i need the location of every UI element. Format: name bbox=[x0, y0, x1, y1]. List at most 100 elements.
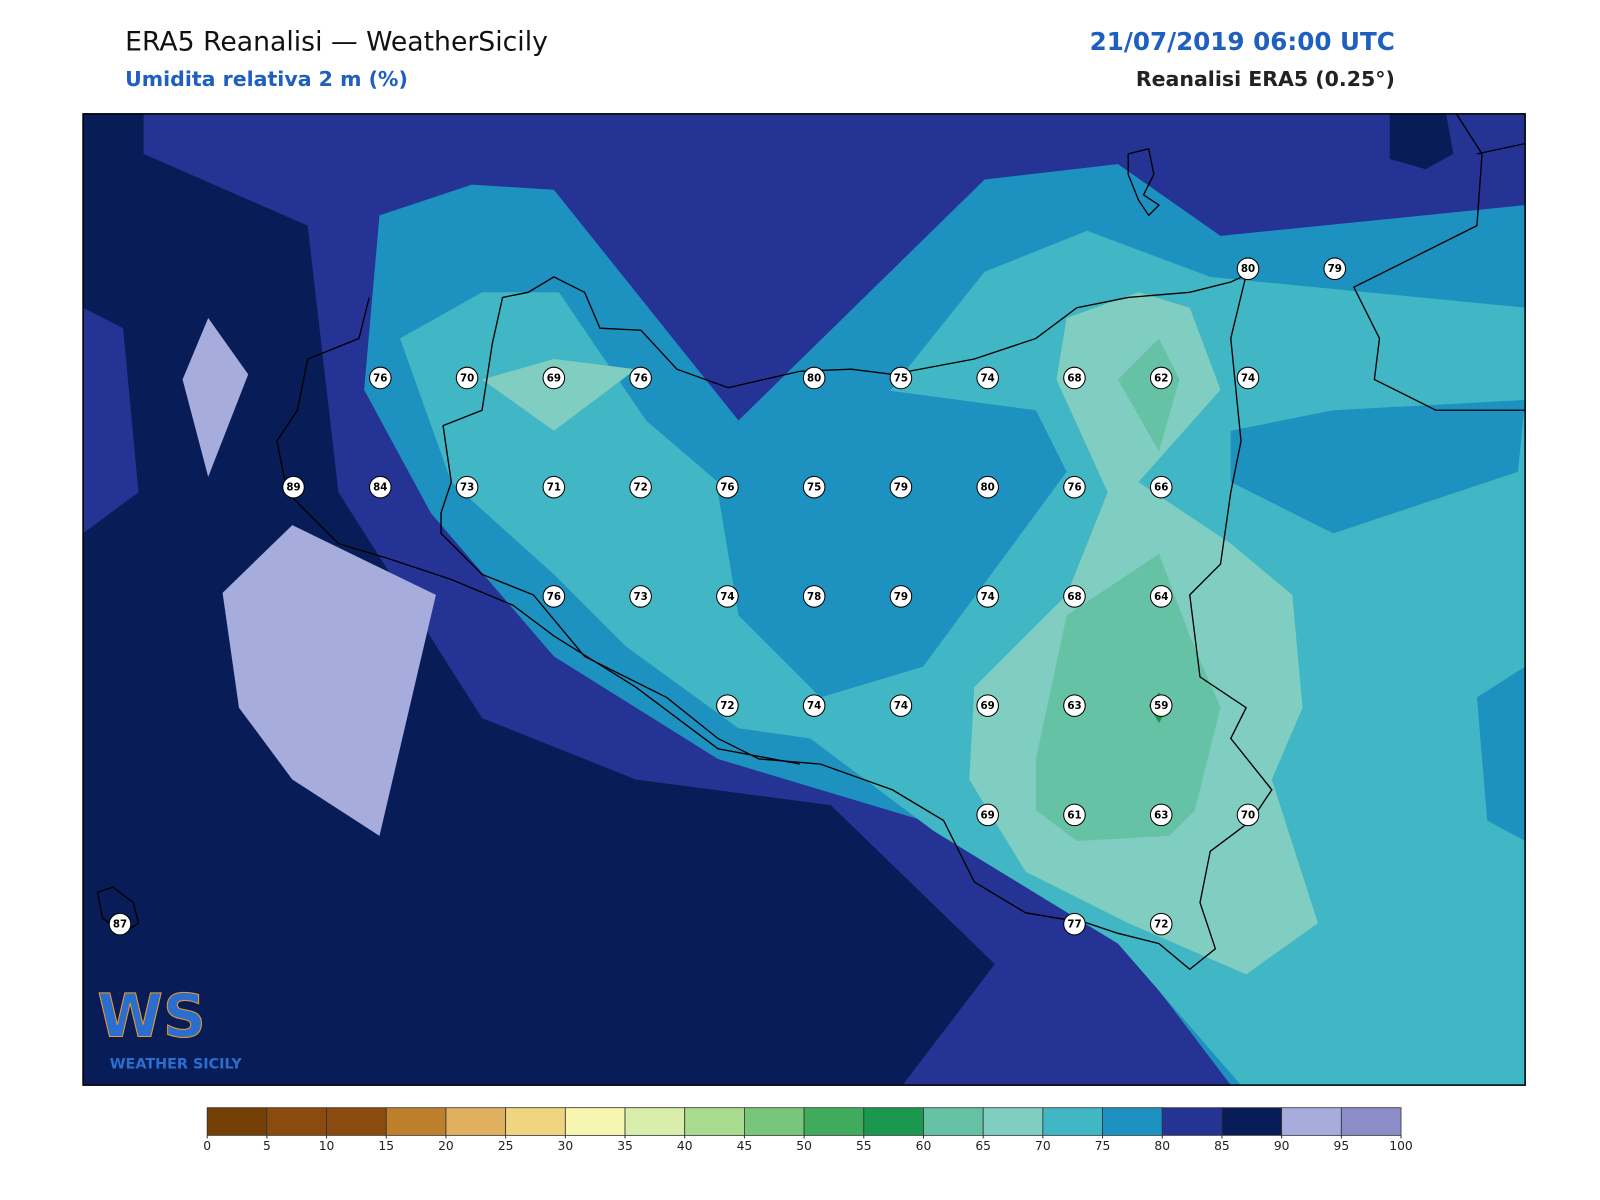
station-marker bbox=[889, 475, 913, 499]
contour-fill bbox=[482, 358, 636, 431]
colorbar-tick-label: 75 bbox=[1095, 1139, 1111, 1153]
station-marker bbox=[1149, 694, 1173, 717]
station-marker bbox=[1063, 585, 1086, 608]
colorbar-bin bbox=[1340, 1107, 1402, 1136]
contour-fill bbox=[182, 317, 249, 477]
station-marker bbox=[802, 585, 826, 608]
logo-name: WEATHER SICILY bbox=[110, 1057, 243, 1073]
stations: 80 79 76 70 69 76 80 75 74 68 62 74 89 84 73 71 72 76 75 79… bbox=[108, 257, 1347, 936]
colorbar-tick-label: 50 bbox=[796, 1139, 812, 1153]
colorbar-bin bbox=[1161, 1107, 1223, 1136]
station-marker bbox=[369, 475, 392, 499]
colorbar-tick-label: 80 bbox=[1154, 1139, 1170, 1153]
station-value: 71 bbox=[547, 482, 561, 494]
colorbar-tick-label: 10 bbox=[319, 1139, 335, 1153]
coastlines bbox=[96, 113, 1526, 971]
station-marker bbox=[976, 475, 999, 499]
station-marker bbox=[282, 475, 305, 499]
station-marker bbox=[889, 366, 913, 390]
station-marker bbox=[716, 585, 739, 608]
title: ERA5 Reanalisi — WeatherSicily bbox=[125, 27, 548, 58]
station-marker bbox=[1063, 694, 1086, 717]
colorbar-bin bbox=[445, 1107, 507, 1136]
station-value: 69 bbox=[981, 700, 995, 712]
station-value: 77 bbox=[1067, 919, 1081, 931]
station-marker bbox=[542, 585, 566, 608]
source: Reanalisi ERA5 (0.25°) bbox=[1136, 67, 1395, 91]
station-value: 61 bbox=[1067, 809, 1081, 821]
colorbar-tick-label: 100 bbox=[1389, 1139, 1412, 1153]
station-value: 76 bbox=[547, 591, 561, 603]
station-value: 69 bbox=[547, 372, 561, 384]
colorbar-tick-label: 20 bbox=[438, 1139, 454, 1153]
colorbar-bin bbox=[1102, 1107, 1163, 1136]
station-marker bbox=[802, 694, 826, 717]
station-marker bbox=[889, 585, 913, 608]
station-marker bbox=[976, 366, 999, 390]
subtitle: Umidita relativa 2 m (%) bbox=[125, 67, 408, 91]
station-marker bbox=[542, 475, 566, 499]
colorbar-bin bbox=[982, 1107, 1044, 1136]
station-value: 68 bbox=[1067, 372, 1081, 384]
colorbar-bin bbox=[1281, 1107, 1342, 1136]
station-value: 74 bbox=[981, 372, 995, 384]
station-marker bbox=[1236, 257, 1260, 280]
coastline bbox=[440, 273, 1273, 971]
station-value: 68 bbox=[1067, 591, 1081, 603]
colorbar-tick-label: 60 bbox=[916, 1139, 932, 1153]
station-marker bbox=[542, 366, 566, 390]
station-value: 73 bbox=[460, 482, 474, 494]
contour-fill bbox=[1389, 113, 1454, 170]
colorbar-bin bbox=[564, 1107, 626, 1136]
station-value: 72 bbox=[720, 700, 734, 712]
station-marker bbox=[802, 475, 826, 499]
colorbar: 0 5 10 15 20 25 30 35 40 45 50 55 60 65 70 75 80 85 90 95 10… bbox=[203, 1107, 1413, 1153]
colorbar-bin bbox=[206, 1107, 268, 1136]
station-marker bbox=[976, 585, 999, 608]
station-value: 70 bbox=[1241, 809, 1255, 821]
colorbar-bin bbox=[385, 1107, 447, 1136]
station-value: 74 bbox=[807, 700, 821, 712]
colorbar-bin bbox=[743, 1107, 805, 1136]
station-marker bbox=[1149, 803, 1173, 827]
station-marker bbox=[369, 366, 392, 390]
station-marker bbox=[1149, 366, 1173, 390]
colorbar-bin bbox=[624, 1107, 686, 1136]
station-value: 74 bbox=[981, 591, 995, 603]
colorbar-bin bbox=[1042, 1107, 1103, 1136]
contour-fill bbox=[83, 307, 139, 534]
station-value: 74 bbox=[1241, 372, 1255, 384]
station-value: 89 bbox=[286, 482, 300, 494]
logo-mark: WS bbox=[97, 983, 205, 1052]
contour-fill bbox=[1035, 553, 1221, 842]
coastline bbox=[1127, 147, 1161, 217]
station-value: 78 bbox=[807, 591, 821, 603]
station-value: 79 bbox=[894, 591, 908, 603]
station-marker bbox=[1063, 803, 1086, 827]
station-value: 70 bbox=[460, 372, 474, 384]
station-marker bbox=[716, 475, 739, 499]
field bbox=[83, 113, 1526, 1086]
station-value: 75 bbox=[894, 372, 908, 384]
colorbar-bin bbox=[923, 1107, 984, 1136]
station-value: 74 bbox=[720, 591, 734, 603]
station-marker bbox=[1236, 803, 1260, 827]
colorbar-bin bbox=[505, 1107, 566, 1136]
station-value: 87 bbox=[113, 919, 127, 931]
station-marker bbox=[1063, 912, 1086, 936]
station-marker bbox=[455, 475, 479, 499]
colorbar-tick-label: 55 bbox=[856, 1139, 872, 1153]
station-marker bbox=[629, 366, 652, 390]
station-value: 79 bbox=[1328, 263, 1342, 275]
station-value: 75 bbox=[807, 482, 821, 494]
station-value: 69 bbox=[981, 809, 995, 821]
station-value: 80 bbox=[1241, 263, 1255, 275]
station-marker bbox=[1149, 912, 1173, 936]
colorbar-tick-label: 65 bbox=[975, 1139, 991, 1153]
station-marker bbox=[1063, 475, 1086, 499]
colorbar-bin bbox=[1221, 1107, 1283, 1136]
station-value: 72 bbox=[633, 482, 647, 494]
station-marker bbox=[1323, 257, 1347, 280]
